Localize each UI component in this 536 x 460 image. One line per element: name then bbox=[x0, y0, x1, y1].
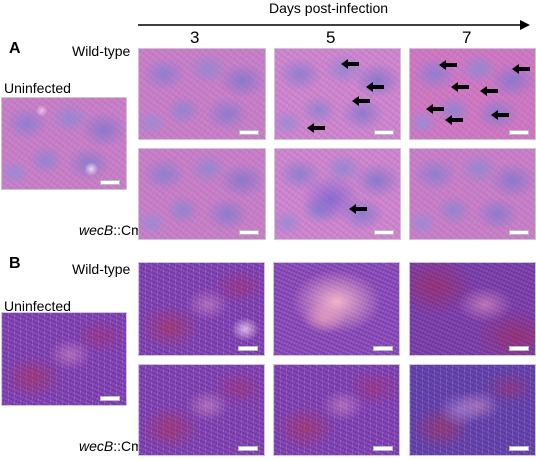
panel-b-wildtype-label: Wild-type bbox=[72, 261, 131, 277]
panel-a-wildtype-day3-micrograph bbox=[138, 48, 266, 140]
panel-a-mutant-day5-micrograph bbox=[274, 148, 401, 240]
panel-a-uninfected-label: Uninfected bbox=[4, 80, 71, 96]
panel-b-wildtype-day7-micrograph bbox=[409, 262, 536, 356]
panel-b-wildtype-day3-micrograph bbox=[138, 262, 265, 356]
panel-b-mutant-day3-micrograph bbox=[138, 364, 265, 456]
panel-a-uninfected-micrograph bbox=[1, 97, 127, 190]
panel-a-wildtype-day7-micrograph bbox=[409, 48, 536, 140]
lesion-arrow-icon bbox=[426, 104, 444, 114]
lesion-arrow-icon bbox=[352, 96, 370, 106]
panel-b-mutant-label: wecB::Cm bbox=[79, 438, 143, 454]
gene-name: wecB bbox=[79, 438, 114, 454]
day-label-7: 7 bbox=[462, 28, 472, 47]
lesion-arrow-icon bbox=[307, 123, 325, 133]
panel-a-wildtype-day5-micrograph bbox=[274, 48, 401, 140]
panel-a-mutant-day7-micrograph bbox=[409, 148, 536, 240]
lesion-arrow-icon bbox=[491, 110, 509, 120]
scale-bar bbox=[373, 346, 393, 351]
scale-bar bbox=[239, 130, 259, 135]
day-label-5: 5 bbox=[326, 28, 336, 47]
scale-bar bbox=[374, 230, 394, 235]
gene-suffix: ::Cm bbox=[113, 438, 143, 454]
panel-b-uninfected-micrograph bbox=[1, 312, 127, 406]
panel-b-wildtype-day5-micrograph bbox=[273, 262, 400, 356]
gene-name: wecB bbox=[79, 222, 114, 238]
scale-bar bbox=[509, 230, 529, 235]
lesion-arrow-icon bbox=[512, 64, 530, 74]
lesion-arrow-icon bbox=[341, 59, 359, 69]
timeline-arrow bbox=[138, 20, 530, 30]
panel-b-uninfected-label: Uninfected bbox=[4, 298, 71, 314]
lesion-arrow-icon bbox=[439, 60, 457, 70]
panel-b-mutant-day7-micrograph bbox=[409, 364, 536, 456]
scale-bar bbox=[238, 346, 258, 351]
panel-a-wildtype-label: Wild-type bbox=[72, 43, 131, 59]
scale-bar bbox=[100, 180, 120, 185]
panel-b-letter: B bbox=[9, 255, 21, 272]
scale-bar bbox=[373, 446, 393, 451]
scale-bar bbox=[238, 446, 258, 451]
lesion-arrow-icon bbox=[366, 82, 384, 92]
scale-bar bbox=[509, 346, 529, 351]
scale-bar bbox=[374, 130, 394, 135]
panel-b-mutant-day5-micrograph bbox=[273, 364, 400, 456]
scale-bar bbox=[509, 130, 529, 135]
lesion-arrow-icon bbox=[349, 204, 367, 214]
scale-bar bbox=[100, 396, 120, 401]
gene-suffix: ::Cm bbox=[113, 222, 143, 238]
scale-bar bbox=[239, 230, 259, 235]
lesion-arrow-icon bbox=[445, 115, 463, 125]
lesion-arrow-icon bbox=[451, 82, 469, 92]
panel-a-mutant-day3-micrograph bbox=[138, 148, 266, 240]
scale-bar bbox=[509, 446, 529, 451]
days-post-infection-title: Days post-infection bbox=[269, 0, 389, 16]
lesion-arrow-icon bbox=[480, 86, 498, 96]
panel-a-mutant-label: wecB::Cm bbox=[79, 222, 143, 238]
panel-a-letter: A bbox=[9, 40, 21, 57]
day-label-3: 3 bbox=[190, 28, 200, 47]
